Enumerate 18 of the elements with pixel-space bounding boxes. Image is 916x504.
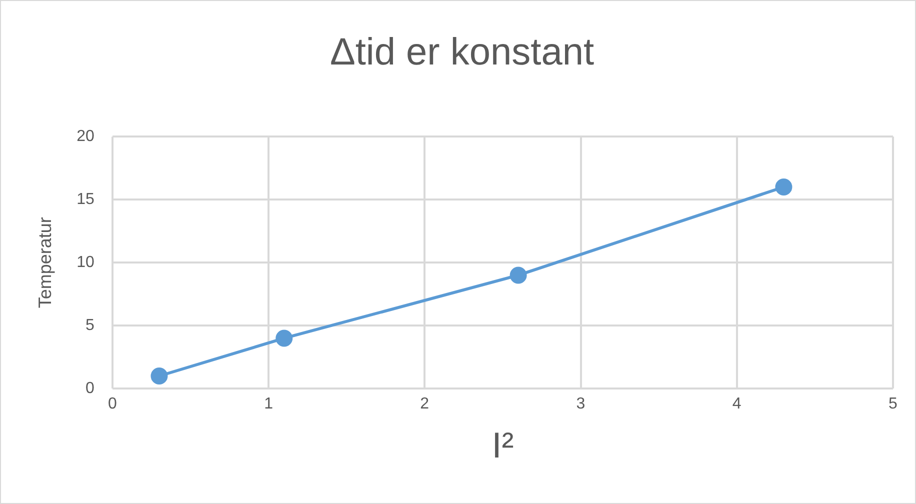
x-tick-label: 3 [576, 396, 586, 413]
y-tick-label: 20 [76, 128, 94, 146]
x-tick-label: 1 [264, 396, 274, 413]
point [510, 266, 527, 284]
x-tick-label: 5 [888, 396, 898, 413]
x-tick-label: 0 [108, 396, 117, 413]
point [775, 178, 792, 196]
point [150, 368, 168, 384]
x-tick-label: 4 [732, 396, 742, 413]
y-tick-label: 15 [76, 191, 94, 208]
y-tick-label: 5 [85, 317, 94, 334]
chart-title: Δtid er konstant [330, 31, 594, 74]
y-axis-title: Temperatur [34, 217, 55, 308]
x-tick-label: 2 [420, 396, 430, 413]
y-tick-label: 0 [85, 380, 94, 398]
x-axis-title: I² [492, 424, 514, 466]
point [276, 330, 293, 347]
y-tick-label: 10 [76, 254, 94, 272]
